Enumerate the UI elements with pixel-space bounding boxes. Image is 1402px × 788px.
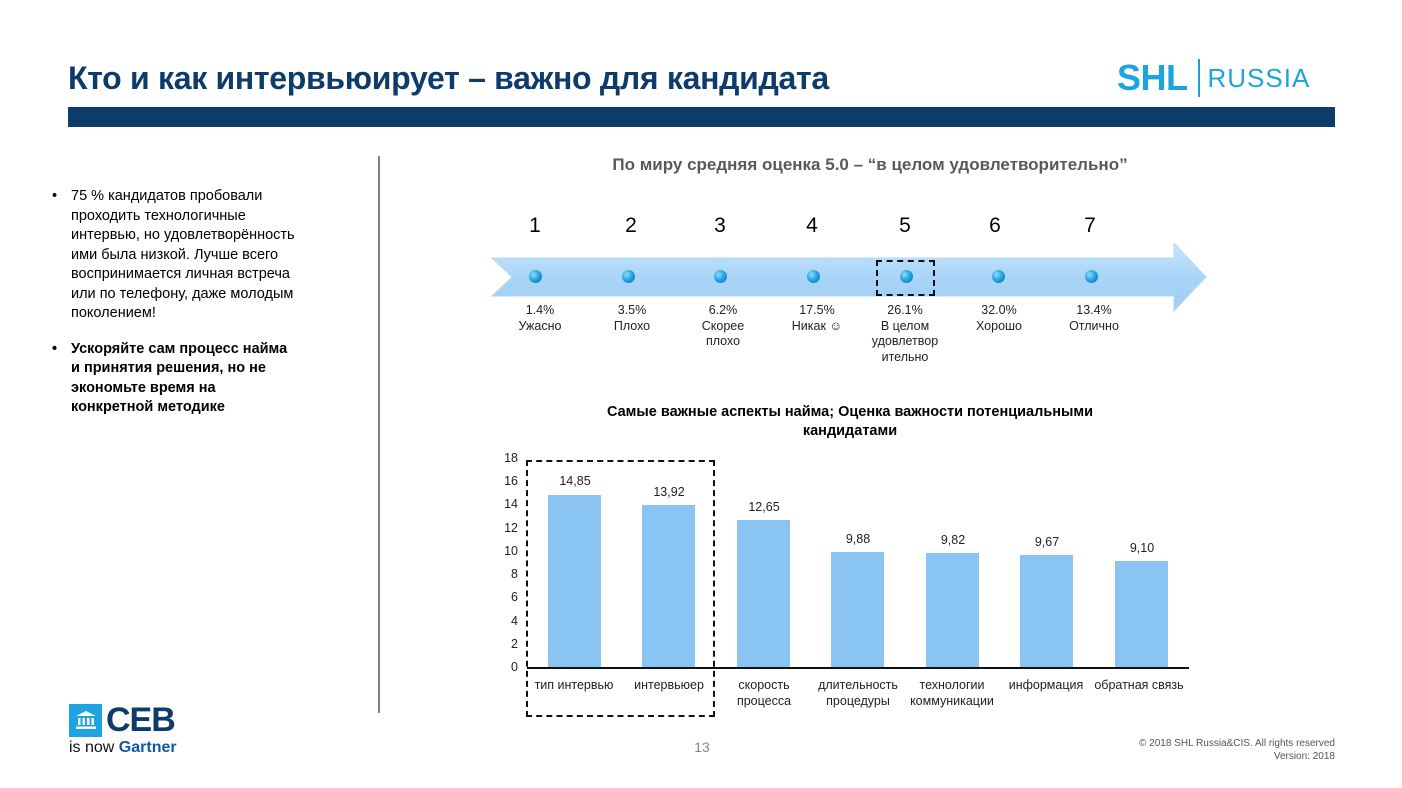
bar-value-label: 12,65 <box>748 500 780 514</box>
scale-point-icon <box>992 270 1005 283</box>
scale-label-text: Ужасно <box>518 318 562 333</box>
bar-tip-interview <box>548 495 601 667</box>
bullet-item: • Ускоряйте сам процесс найма и принятия… <box>52 340 297 418</box>
bar-chart-title: Самые важные аспекты найма; Оценка важно… <box>606 404 1094 439</box>
scale-arrow <box>490 243 1207 313</box>
bullet-marker: • <box>52 188 58 204</box>
y-tick: 12 <box>504 521 518 535</box>
scale-point-icon <box>622 270 635 283</box>
y-tick: 14 <box>504 497 518 511</box>
bar-communication-tech <box>926 553 979 667</box>
vertical-divider <box>378 156 380 713</box>
gartner-text: Gartner <box>118 739 177 756</box>
scale-label-text: Хорошо <box>975 318 1023 333</box>
bar-value-label: 9,82 <box>940 533 966 547</box>
scale-number-7: 7 <box>1084 214 1096 237</box>
building-icon <box>69 703 102 737</box>
shl-russia-logo: SHL RUSSIA <box>1117 57 1311 98</box>
scale-percent: 1.4% <box>525 303 555 317</box>
x-category-label: скорость процесса <box>736 678 792 708</box>
scale-label-4: 17.5% Никак ☺ <box>772 303 862 334</box>
scale-number-6: 6 <box>989 214 1001 237</box>
is-now-text: is now <box>69 739 119 756</box>
scale-title: По миру средняя оценка 5.0 – “в целом уд… <box>612 155 1128 174</box>
bullet-text: Ускоряйте сам процесс найма и принятия р… <box>71 340 288 416</box>
scale-label-text: Никак ☺ <box>791 318 843 333</box>
scale-point-icon <box>529 270 542 283</box>
scale-point-icon <box>1085 270 1098 283</box>
x-category-label: длительность процедуры <box>818 678 898 708</box>
scale-number-1: 1 <box>529 214 541 237</box>
copyright-block: © 2018 SHL Russia&CIS. All rights reserv… <box>1139 737 1335 763</box>
y-tick: 10 <box>504 544 518 558</box>
scale-point-icon <box>714 270 727 283</box>
highlight-box-top-aspects <box>526 460 715 717</box>
scale-label-3: 6.2% Скорее плохо <box>693 303 753 350</box>
x-category-label: тип интервью <box>534 678 614 692</box>
y-tick: 2 <box>511 637 518 651</box>
scale-label-text: Скорее плохо <box>701 318 745 349</box>
scale-number-5: 5 <box>899 214 911 237</box>
bullet-item: • 75 % кандидатов пробовали проходить те… <box>52 187 297 324</box>
scale-label-2: 3.5% Плохо <box>587 303 677 334</box>
scale-label-text: Отлично <box>1069 318 1119 333</box>
highlight-box-score-5 <box>876 260 935 296</box>
y-tick: 4 <box>511 614 518 628</box>
x-category-label: интервьюер <box>634 678 704 692</box>
scale-number-2: 2 <box>625 214 637 237</box>
x-category-label: информация <box>1008 678 1084 692</box>
x-axis-line <box>527 667 1189 669</box>
copyright-text: © 2018 SHL Russia&CIS. All rights reserv… <box>1139 738 1335 749</box>
scale-number-3: 3 <box>714 214 726 237</box>
bullet-list: • 75 % кандидатов пробовали проходить те… <box>52 187 297 434</box>
title-underline-bar <box>68 107 1335 127</box>
slide-title: Кто и как интервьюирует – важно для канд… <box>68 60 829 96</box>
bar-value-label: 13,92 <box>653 485 685 499</box>
ceb-text: CEB <box>106 701 176 739</box>
y-tick: 0 <box>511 660 518 674</box>
is-now-gartner: is now Gartner <box>69 739 177 757</box>
scale-label-7: 13.4% Отлично <box>1049 303 1139 334</box>
bar-feedback <box>1115 561 1168 667</box>
scale-point-icon <box>807 270 820 283</box>
scale-percent: 13.4% <box>1076 303 1112 317</box>
bullet-text: 75 % кандидатов пробовали проходить техн… <box>71 188 295 321</box>
scale-percent: 6.2% <box>708 303 738 317</box>
logo-divider <box>1197 59 1200 97</box>
bar-value-label: 9,67 <box>1034 535 1060 549</box>
bar-interviewer <box>642 505 695 667</box>
version-text: Version: 2018 <box>1273 751 1335 762</box>
logo-shl-text: SHL <box>1117 57 1188 98</box>
scale-percent: 17.5% <box>799 303 835 317</box>
scale-label-6: 32.0% Хорошо <box>954 303 1044 334</box>
scale-label-text: Плохо <box>613 318 651 333</box>
scale-label-5: 26.1% В целом удовлетвор ительно <box>867 303 943 365</box>
x-category-label: технологии коммуникации <box>910 678 994 708</box>
y-tick: 16 <box>504 474 518 488</box>
scale-percent: 32.0% <box>981 303 1017 317</box>
bullet-marker: • <box>52 340 58 357</box>
bar-information <box>1020 555 1073 667</box>
scale-percent: 26.1% <box>887 303 923 317</box>
scale-number-4: 4 <box>806 214 818 237</box>
y-tick: 18 <box>504 451 518 465</box>
scale-percent: 3.5% <box>617 303 647 317</box>
x-category-label: обратная связь <box>1094 678 1184 692</box>
bar-process-speed <box>737 520 790 667</box>
bar-value-label: 9,88 <box>845 532 871 546</box>
ceb-gartner-logo: CEB is now Gartner <box>69 703 177 757</box>
y-tick: 8 <box>511 567 518 581</box>
scale-label-1: 1.4% Ужасно <box>495 303 585 334</box>
logo-russia-text: RUSSIA <box>1207 62 1311 93</box>
y-tick: 6 <box>511 590 518 604</box>
scale-label-text: В целом удовлетвор ительно <box>871 318 939 364</box>
page-number: 13 <box>694 739 710 755</box>
bar-value-label: 14,85 <box>559 474 591 488</box>
scale-point-icon <box>900 270 913 283</box>
bar-value-label: 9,10 <box>1129 541 1155 555</box>
bar-procedure-duration <box>831 552 884 667</box>
